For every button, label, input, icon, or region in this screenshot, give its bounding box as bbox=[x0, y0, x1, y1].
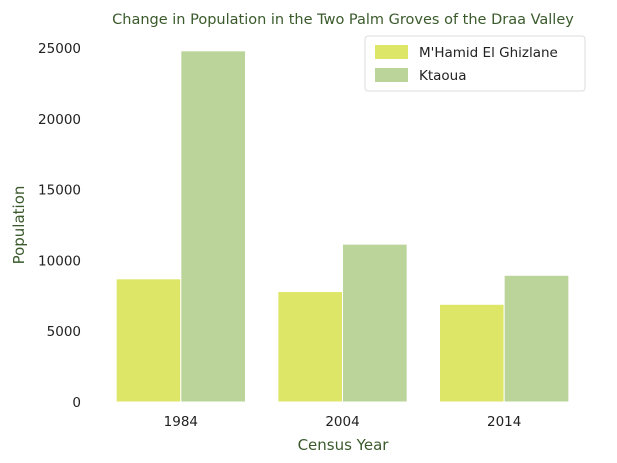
legend-swatch-mhamid bbox=[375, 45, 408, 59]
bar-mhamid-2004 bbox=[277, 291, 344, 403]
y-tick-label: 25000 bbox=[38, 41, 81, 57]
y-tick-label: 20000 bbox=[38, 112, 81, 128]
bar-ktaoua-1984 bbox=[180, 50, 246, 403]
y-tick-label: 0 bbox=[72, 395, 81, 411]
bar-mhamid-2014 bbox=[439, 303, 505, 403]
bar-mhamid-1984 bbox=[115, 278, 182, 403]
legend-label-mhamid: M'Hamid El Ghizlane bbox=[419, 45, 558, 61]
legend-label-ktaoua: Ktaoua bbox=[419, 68, 467, 84]
legend: M'Hamid El Ghizlane Ktaoua bbox=[364, 35, 586, 92]
x-axis-label: Census Year bbox=[298, 436, 390, 454]
y-tick-label: 5000 bbox=[47, 324, 81, 340]
legend-swatch-ktaoua bbox=[375, 68, 408, 82]
bars bbox=[115, 50, 570, 403]
bar-ktaoua-2014 bbox=[503, 274, 570, 403]
y-tick-label: 15000 bbox=[38, 183, 81, 199]
y-axis-label: Population bbox=[10, 186, 28, 265]
x-axis-ticks: 1984 2004 2014 bbox=[164, 414, 522, 430]
x-tick-label: 2014 bbox=[487, 414, 521, 430]
bar-ktaoua-2004 bbox=[342, 243, 408, 403]
x-tick-label: 1984 bbox=[164, 414, 198, 430]
chart-title: Change in Population in the Two Palm Gro… bbox=[112, 12, 574, 28]
legend-box bbox=[364, 35, 586, 92]
x-tick-label: 2004 bbox=[325, 414, 359, 430]
y-tick-label: 10000 bbox=[38, 253, 81, 269]
y-axis-ticks: 0 5000 10000 15000 20000 25000 bbox=[38, 41, 81, 411]
